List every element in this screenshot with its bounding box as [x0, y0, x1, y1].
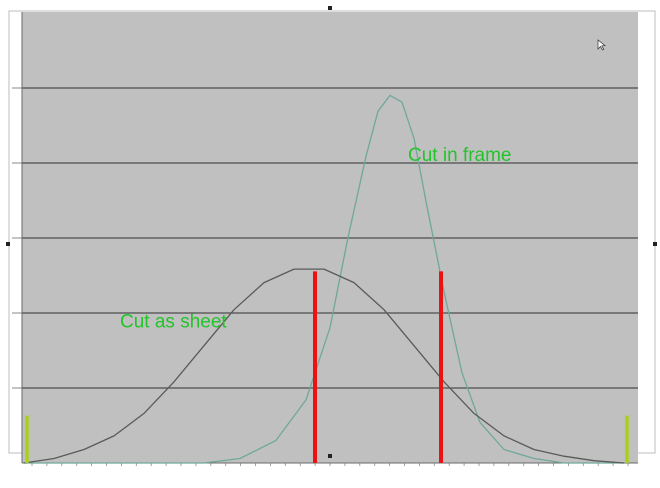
series-line-frame — [24, 94, 624, 464]
frame-handle-2 — [653, 242, 657, 246]
cursor-icon — [597, 39, 606, 51]
frame-handle-4 — [6, 242, 10, 246]
series-line-sheet — [23, 268, 625, 464]
frame-handle-1 — [328, 6, 332, 10]
annotation-label-1: Cut in frame — [408, 145, 511, 166]
frame-handle-3 — [328, 454, 332, 458]
annotation-label-2: Cut as sheet — [120, 312, 227, 333]
